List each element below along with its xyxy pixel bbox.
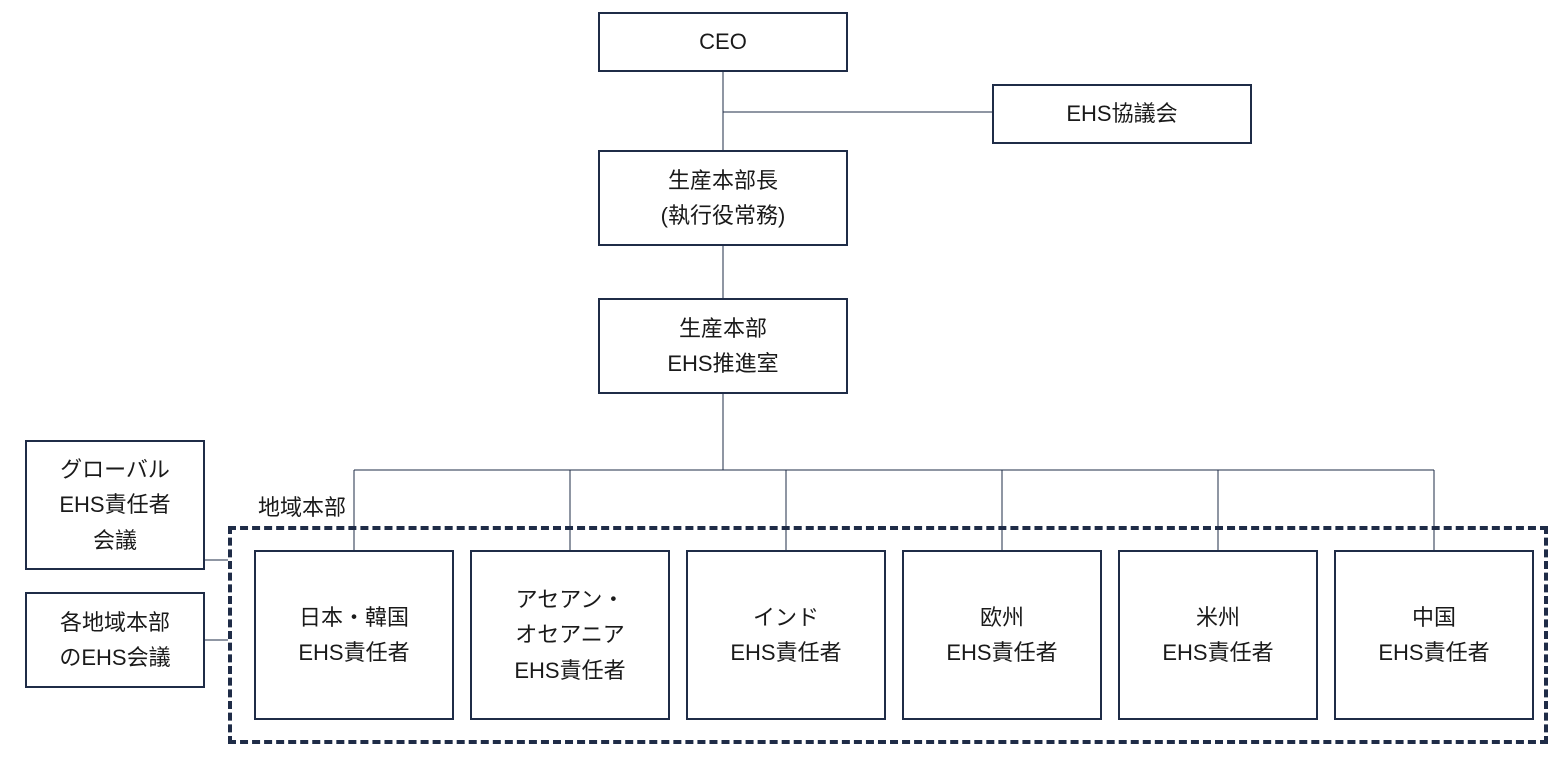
node-region-americas: 米州 EHS責任者 xyxy=(1118,550,1318,720)
node-ehsoffice-label: 生産本部 EHS推進室 xyxy=(667,311,778,381)
node-ehs-council: EHS協議会 xyxy=(992,84,1252,144)
node-ceo-label: CEO xyxy=(699,24,747,59)
node-regional-ehs-mtg: 各地域本部 のEHS会議 xyxy=(25,592,205,688)
node-prodhead-label: 生産本部長 (執行役常務) xyxy=(661,163,786,233)
org-chart: 地域本部 CEO EHS協議会 生産本部長 (執行役常務) 生産本部 EHS推進… xyxy=(0,0,1560,770)
node-council-label: EHS協議会 xyxy=(1066,96,1177,131)
node-global-ehs-mtg: グローバル EHS責任者 会議 xyxy=(25,440,205,570)
node-ceo: CEO xyxy=(598,12,848,72)
node-region-india: インド EHS責任者 xyxy=(686,550,886,720)
node-am-label: 米州 EHS責任者 xyxy=(1162,600,1273,670)
node-regionmtg-label: 各地域本部 のEHS会議 xyxy=(59,605,170,675)
node-ehs-office: 生産本部 EHS推進室 xyxy=(598,298,848,394)
node-eu-label: 欧州 EHS責任者 xyxy=(946,600,1057,670)
node-jpkr-label: 日本・韓国 EHS責任者 xyxy=(298,600,409,670)
node-india-label: インド EHS責任者 xyxy=(730,600,841,670)
node-region-china: 中国 EHS責任者 xyxy=(1334,550,1534,720)
node-region-asean-oceania: アセアン・ オセアニア EHS責任者 xyxy=(470,550,670,720)
node-cn-label: 中国 EHS責任者 xyxy=(1378,600,1489,670)
node-region-japan-korea: 日本・韓国 EHS責任者 xyxy=(254,550,454,720)
node-region-europe: 欧州 EHS責任者 xyxy=(902,550,1102,720)
node-production-head: 生産本部長 (執行役常務) xyxy=(598,150,848,246)
node-asean-label: アセアン・ オセアニア EHS責任者 xyxy=(514,582,625,688)
node-globalmtg-label: グローバル EHS責任者 会議 xyxy=(59,452,170,558)
regional-hq-label: 地域本部 xyxy=(258,490,346,522)
